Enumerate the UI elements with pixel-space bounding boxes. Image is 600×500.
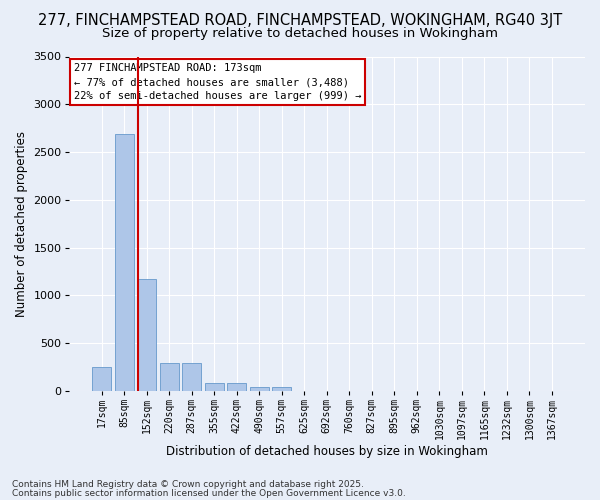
Text: Contains public sector information licensed under the Open Government Licence v3: Contains public sector information licen…: [12, 488, 406, 498]
X-axis label: Distribution of detached houses by size in Wokingham: Distribution of detached houses by size …: [166, 444, 488, 458]
Bar: [205, 383, 224, 391]
Y-axis label: Number of detached properties: Number of detached properties: [15, 130, 28, 316]
Bar: [227, 383, 247, 391]
Bar: [137, 278, 156, 391]
Text: Size of property relative to detached houses in Wokingham: Size of property relative to detached ho…: [102, 28, 498, 40]
Bar: [92, 366, 111, 391]
Text: 277 FINCHAMPSTEAD ROAD: 173sqm
← 77% of detached houses are smaller (3,488)
22% : 277 FINCHAMPSTEAD ROAD: 173sqm ← 77% of …: [74, 63, 361, 101]
Bar: [160, 362, 179, 391]
Bar: [182, 362, 201, 391]
Bar: [115, 134, 134, 391]
Text: Contains HM Land Registry data © Crown copyright and database right 2025.: Contains HM Land Registry data © Crown c…: [12, 480, 364, 489]
Bar: [272, 387, 292, 391]
Bar: [250, 387, 269, 391]
Text: 277, FINCHAMPSTEAD ROAD, FINCHAMPSTEAD, WOKINGHAM, RG40 3JT: 277, FINCHAMPSTEAD ROAD, FINCHAMPSTEAD, …: [38, 12, 562, 28]
